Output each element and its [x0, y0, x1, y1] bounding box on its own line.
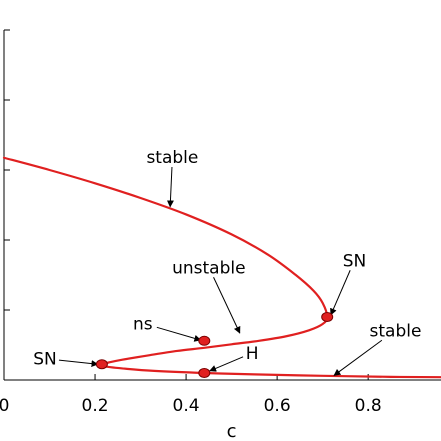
bifurcation-points [95, 312, 334, 378]
bifurcation-point [95, 359, 108, 370]
annotation-label: unstable [172, 258, 245, 278]
annotation-arrow [213, 277, 241, 334]
annotation-arrow [330, 270, 351, 316]
x-tick-label: 0 [0, 396, 9, 416]
annotation-label: stable [146, 148, 198, 168]
annotation-arrow [156, 326, 202, 342]
x-tick-label: 0.4 [173, 396, 200, 416]
annotation-label: ns [133, 314, 153, 334]
x-tick-label: 0.8 [355, 396, 382, 416]
bifurcation-point [321, 312, 334, 322]
annotation-arrow [209, 356, 244, 372]
annotation-arrow [333, 339, 383, 376]
annotation-label: H [246, 344, 259, 364]
annotation-label: stable [370, 321, 422, 341]
annotation-arrow [58, 359, 99, 368]
annotation-label: SN [33, 350, 57, 370]
axes: 0 0.2 0.4 0.6 0.8 [0, 29, 441, 416]
annotation-label: SN [343, 251, 367, 271]
x-tick-label: 0.2 [82, 396, 109, 416]
annotation-arrow [166, 166, 174, 208]
bifurcation-point [198, 368, 211, 378]
bifurcation-point [198, 335, 211, 346]
x-axis-label: c [227, 421, 237, 441]
branch-curves [2, 156, 441, 379]
x-tick-label: 0.6 [264, 396, 291, 416]
branch-line [2, 156, 441, 379]
